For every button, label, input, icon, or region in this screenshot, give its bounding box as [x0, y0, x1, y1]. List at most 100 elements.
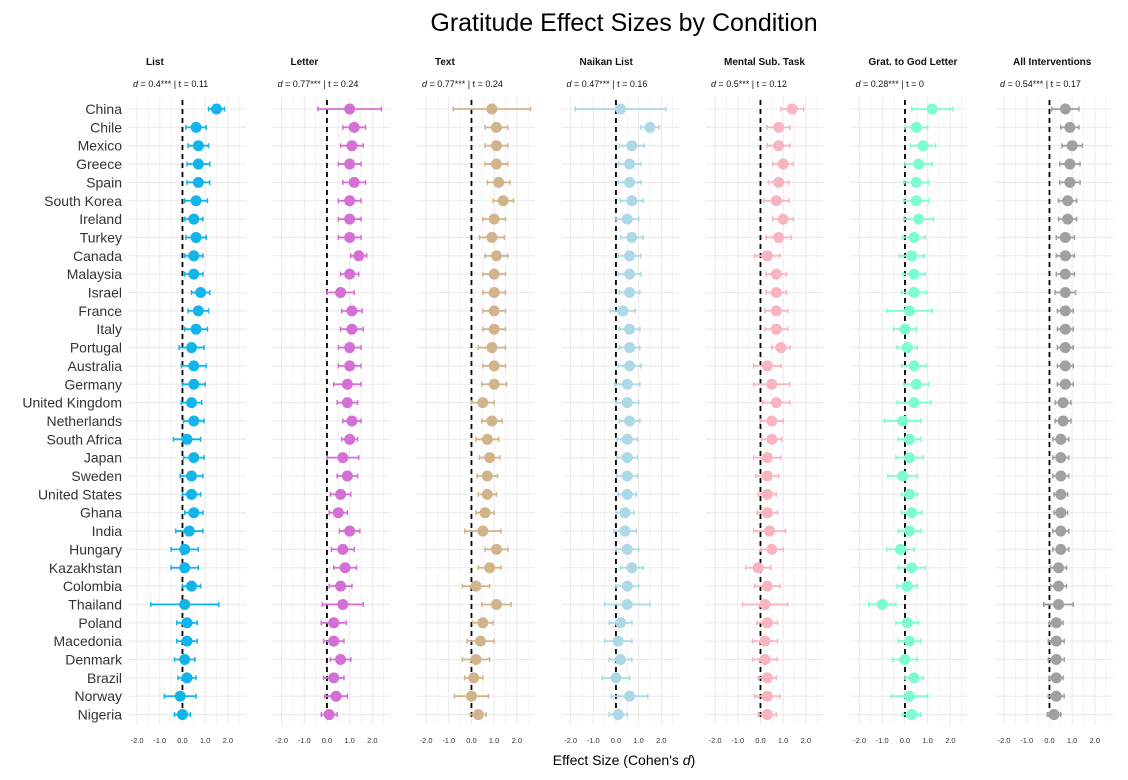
x-tick-label: 2.0: [367, 736, 377, 745]
point-estimate: [470, 580, 482, 592]
point-estimate: [344, 342, 356, 354]
point-estimate: [913, 158, 925, 170]
point-estimate: [344, 158, 356, 170]
point-estimate: [1048, 709, 1060, 721]
point-estimate: [1059, 231, 1071, 243]
point-estimate: [904, 488, 915, 500]
panel-title: Grat. to God Letter: [869, 57, 958, 68]
point-estimate: [612, 635, 624, 647]
point-estimate: [1059, 323, 1071, 335]
point-estimate: [353, 250, 365, 262]
point-estimate: [1053, 598, 1065, 610]
x-tick-label: 1.0: [778, 736, 788, 745]
point-estimate: [188, 415, 200, 427]
point-estimate: [344, 525, 356, 537]
point-estimate: [761, 672, 773, 684]
point-estimate: [1062, 195, 1074, 207]
country-label: United Kingdom: [22, 395, 122, 411]
point-estimate: [344, 268, 356, 280]
point-estimate: [488, 287, 500, 298]
point-estimate: [770, 195, 782, 207]
point-estimate: [481, 433, 493, 445]
point-estimate: [770, 287, 782, 298]
point-estimate: [186, 397, 198, 409]
point-estimate: [899, 323, 911, 335]
point-estimate: [626, 140, 638, 152]
point-estimate: [894, 543, 906, 555]
point-estimate: [486, 103, 498, 115]
point-estimate: [899, 654, 911, 665]
point-estimate: [330, 690, 342, 702]
point-estimate: [348, 176, 360, 188]
panel-title: Mental Sub. Task: [724, 57, 805, 68]
point-estimate: [1055, 525, 1067, 537]
point-estimate: [777, 158, 789, 170]
point-estimate: [615, 654, 626, 665]
point-estimate: [770, 268, 782, 280]
point-estimate: [346, 415, 358, 427]
point-estimate: [1050, 690, 1062, 702]
point-estimate: [908, 287, 920, 298]
point-estimate: [876, 598, 888, 610]
chart-title: Gratitude Effect Sizes by Condition: [430, 9, 817, 37]
panel-stats: d = 0.28*** | t = 0: [856, 79, 924, 89]
panel-stats: d = 0.47*** | t = 0.16: [567, 79, 648, 89]
x-tick-label: -1.0: [1020, 736, 1033, 745]
x-tick-label: 0.0: [466, 736, 476, 745]
point-estimate: [1059, 360, 1071, 372]
point-estimate: [904, 635, 915, 647]
point-estimate: [752, 562, 764, 574]
point-estimate: [786, 103, 798, 115]
panel-title: All Interventions: [1013, 57, 1092, 68]
point-estimate: [344, 433, 356, 445]
country-label: Turkey: [80, 229, 122, 245]
point-estimate: [773, 176, 785, 188]
point-estimate: [179, 598, 191, 610]
point-estimate: [773, 231, 785, 243]
point-estimate: [337, 598, 349, 610]
point-estimate: [465, 690, 477, 702]
panel-stats: d = 0.54*** | t = 0.17: [1000, 79, 1081, 89]
point-estimate: [188, 268, 200, 280]
point-estimate: [913, 213, 925, 225]
point-estimate: [761, 470, 773, 482]
point-estimate: [1050, 654, 1062, 665]
country-label: China: [85, 101, 122, 117]
point-estimate: [192, 158, 204, 170]
point-estimate: [761, 709, 773, 721]
point-estimate: [621, 598, 633, 610]
point-estimate: [904, 305, 915, 317]
x-tick-label: 1.0: [1067, 736, 1077, 745]
point-estimate: [179, 562, 191, 574]
point-estimate: [624, 690, 636, 702]
point-estimate: [1064, 176, 1076, 188]
point-estimate: [1064, 121, 1076, 133]
point-estimate: [1059, 287, 1071, 298]
country-label: France: [78, 303, 122, 319]
x-tick-label: 2.0: [656, 736, 666, 745]
point-estimate: [181, 617, 193, 629]
point-estimate: [621, 397, 633, 409]
country-label: Spain: [86, 174, 122, 190]
x-tick-label: -1.0: [442, 736, 455, 745]
point-estimate: [186, 580, 198, 592]
point-estimate: [1050, 617, 1062, 629]
point-estimate: [1055, 543, 1067, 555]
country-label: Denmark: [65, 652, 123, 668]
country-label: Germany: [64, 376, 122, 392]
point-estimate: [621, 433, 633, 445]
point-estimate: [1055, 452, 1067, 464]
point-estimate: [906, 250, 918, 262]
point-estimate: [475, 635, 487, 647]
point-estimate: [497, 195, 509, 207]
grid: [272, 97, 391, 725]
point-estimate: [926, 103, 938, 115]
point-estimate: [472, 709, 484, 721]
point-estimate: [621, 470, 633, 482]
x-tick-label: -1.0: [876, 736, 889, 745]
point-estimate: [481, 488, 493, 500]
point-estimate: [174, 690, 186, 702]
point-estimate: [619, 525, 631, 537]
point-estimate: [621, 378, 633, 390]
point-estimate: [337, 543, 349, 555]
